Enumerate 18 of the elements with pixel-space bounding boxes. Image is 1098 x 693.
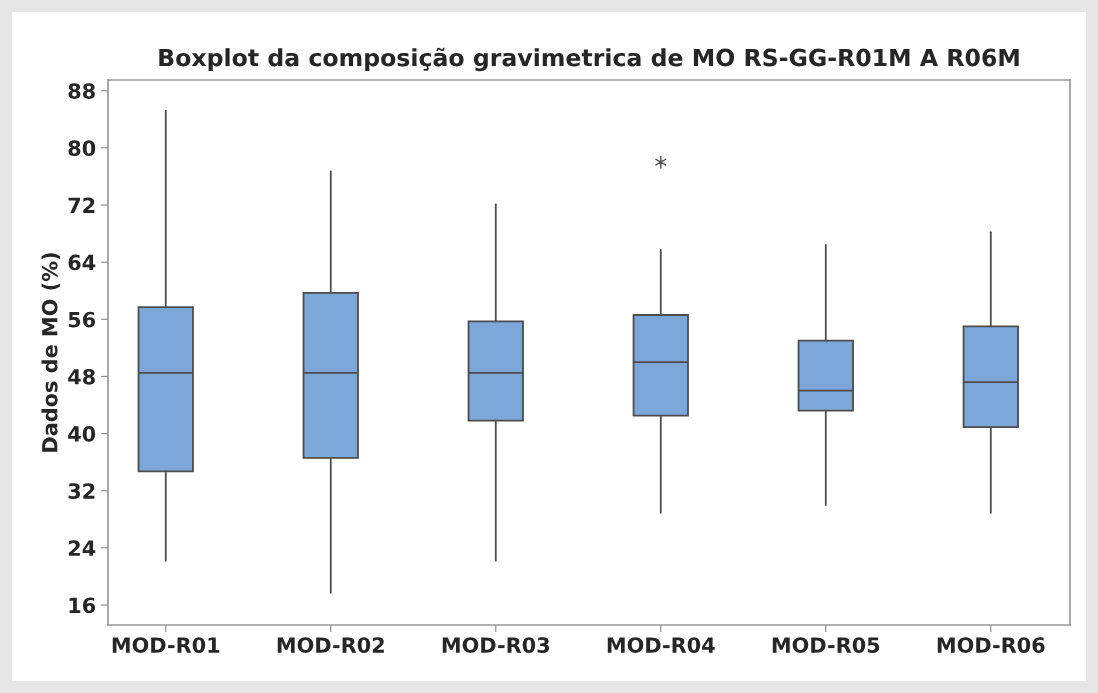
y-tick-label: 32 [68, 483, 95, 499]
x-tick-label: MOD-R01 [112, 637, 220, 653]
y-tick-label: 88 [68, 83, 95, 99]
chart-title: Boxplot da composição gravimetrica de MO RS-GG-R01M A R06M [159, 47, 1019, 72]
y-axis-title: Dados de MO (%) [41, 253, 61, 452]
x-tick-label: MOD-R05 [772, 637, 880, 653]
y-tick-label: 40 [68, 426, 96, 442]
x-tick-label: MOD-R02 [277, 637, 384, 653]
y-tick-label: 64 [68, 254, 96, 271]
x-tick-label: MOD-R06 [937, 637, 1045, 653]
y-tick-label: 24 [68, 540, 96, 556]
y-tick-label: 48 [68, 368, 95, 385]
y-tick-label: 56 [68, 311, 96, 328]
y-tick-label: 72 [68, 197, 95, 213]
y-tick-label: 16 [69, 597, 96, 614]
x-tick-label: MOD-R04 [607, 637, 715, 653]
x-tick-label: MOD-R03 [442, 637, 550, 653]
y-tick-label: 80 [68, 140, 96, 157]
